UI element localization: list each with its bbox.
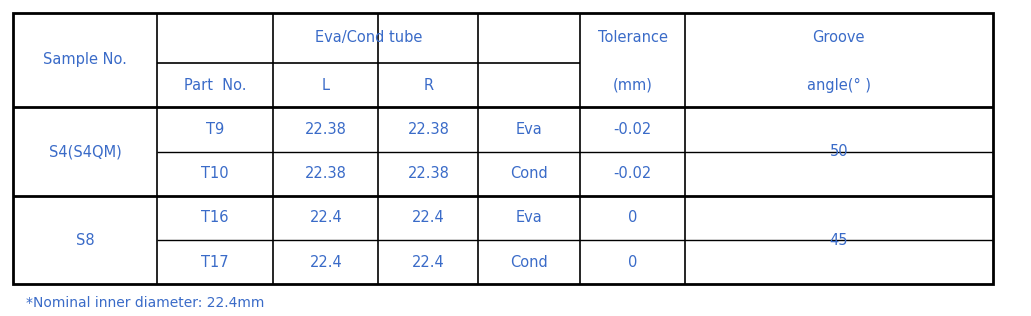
Text: 50: 50	[829, 144, 849, 159]
Text: R: R	[424, 77, 433, 93]
Text: 45: 45	[830, 233, 847, 248]
Text: angle(° ): angle(° )	[806, 77, 871, 93]
Text: 22.38: 22.38	[407, 122, 450, 137]
Text: T16: T16	[201, 210, 229, 225]
Text: T17: T17	[201, 255, 229, 270]
Text: 22.38: 22.38	[305, 166, 346, 181]
Text: *Nominal inner diameter: 22.4mm: *Nominal inner diameter: 22.4mm	[26, 296, 264, 310]
Text: Eva: Eva	[517, 122, 542, 137]
Text: Eva: Eva	[517, 210, 542, 225]
Text: (mm): (mm)	[612, 77, 653, 93]
Text: 0: 0	[628, 210, 637, 225]
Text: Cond: Cond	[510, 166, 548, 181]
Text: 22.38: 22.38	[305, 122, 346, 137]
Text: Cond: Cond	[510, 255, 548, 270]
Bar	[13, 13, 993, 284]
Text: Tolerance: Tolerance	[598, 30, 667, 45]
Text: -0.02: -0.02	[613, 122, 652, 137]
Text: Part  No.: Part No.	[184, 77, 246, 93]
Text: 22.4: 22.4	[309, 255, 342, 270]
Text: S8: S8	[75, 233, 95, 248]
Text: 22.4: 22.4	[309, 210, 342, 225]
Text: T10: T10	[201, 166, 229, 181]
Text: -0.02: -0.02	[613, 166, 652, 181]
Text: 22.4: 22.4	[412, 210, 444, 225]
Text: 0: 0	[628, 255, 637, 270]
Text: 22.4: 22.4	[412, 255, 444, 270]
Text: Sample No.: Sample No.	[43, 52, 127, 67]
Text: T9: T9	[206, 122, 224, 137]
Text: 22.38: 22.38	[407, 166, 450, 181]
Text: L: L	[322, 77, 330, 93]
Text: Groove: Groove	[812, 30, 865, 45]
Text: S4(S4QM): S4(S4QM)	[48, 144, 122, 159]
Text: Eva/Cond tube: Eva/Cond tube	[314, 30, 423, 45]
